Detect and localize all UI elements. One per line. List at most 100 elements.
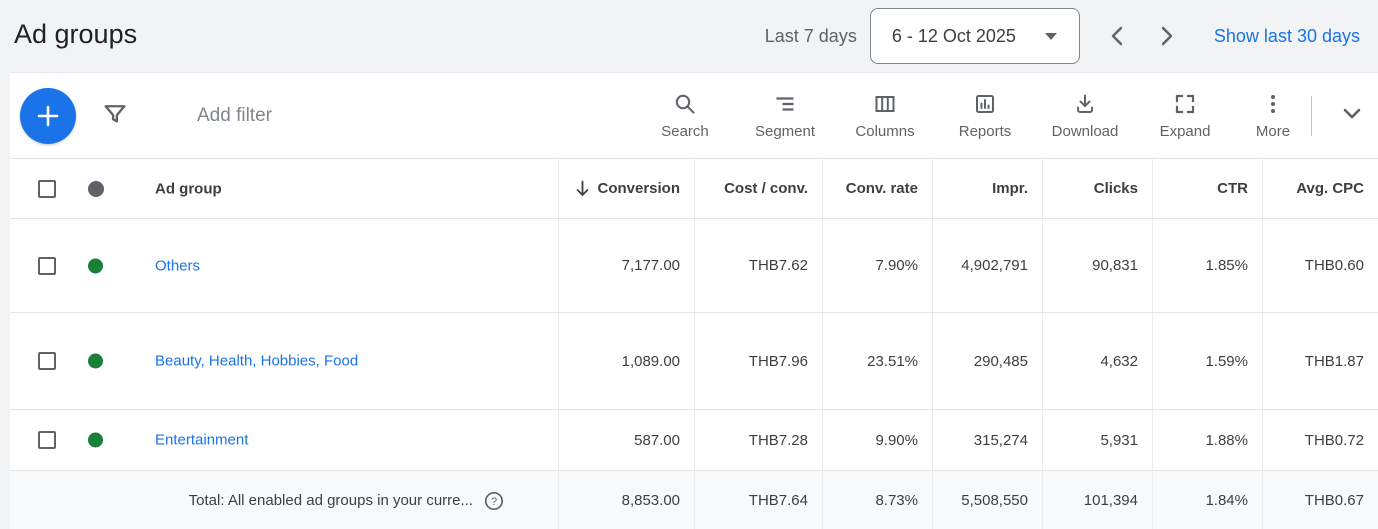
help-icon: ?	[484, 491, 504, 511]
status-enabled-dot[interactable]	[88, 258, 103, 273]
impr-cell: 315,274	[932, 410, 1042, 470]
expand-label: Expand	[1159, 122, 1211, 140]
total-row: Total: All enabled ad groups in your cur…	[10, 471, 1378, 529]
select-all-checkbox[interactable]	[38, 179, 56, 198]
ctr-cell: 1.88%	[1152, 410, 1262, 470]
column-header-ad-group[interactable]: Ad group	[155, 180, 222, 197]
total-conv-rate-cell: 8.73%	[822, 471, 932, 529]
toolbar-divider	[1311, 96, 1312, 136]
download-icon	[1073, 92, 1097, 116]
row-name-cell: Entertainment	[10, 410, 558, 470]
conversion-cell: 1,089.00	[558, 313, 694, 409]
dropdown-arrow-icon	[1044, 32, 1058, 41]
cost-per-conv-cell: THB7.28	[694, 410, 822, 470]
column-header-conversion-label: Conversion	[597, 180, 680, 197]
table-row: Others 7,177.00 THB7.62 7.90% 4,902,791 …	[10, 219, 1378, 313]
total-impr-cell: 5,508,550	[932, 471, 1042, 529]
reports-button[interactable]: Reports	[935, 92, 1035, 140]
page-title: Ad groups	[14, 19, 138, 49]
more-vert-icon	[1261, 92, 1285, 116]
ad-group-link[interactable]: Others	[155, 257, 201, 274]
ctr-cell: 1.85%	[1152, 219, 1262, 312]
clicks-cell: 5,931	[1042, 410, 1152, 470]
expand-button[interactable]: Expand	[1135, 92, 1235, 140]
more-button[interactable]: More	[1235, 92, 1311, 140]
search-label: Search	[661, 122, 709, 140]
column-header-conversion[interactable]: Conversion	[558, 159, 694, 218]
total-label: Total: All enabled ad groups in your cur…	[188, 492, 473, 509]
chevron-left-icon	[1106, 24, 1128, 48]
download-label: Download	[1051, 122, 1119, 140]
conv-rate-cell: 23.51%	[822, 313, 932, 409]
row-checkbox[interactable]	[38, 431, 56, 449]
more-label: More	[1255, 122, 1291, 140]
columns-label: Columns	[855, 122, 915, 140]
column-header-cost-per-conv[interactable]: Cost / conv.	[694, 159, 822, 218]
download-button[interactable]: Download	[1035, 92, 1135, 140]
avg-cpc-cell: THB0.60	[1262, 219, 1378, 312]
reports-icon	[973, 92, 997, 116]
table-row: Entertainment 587.00 THB7.28 9.90% 315,2…	[10, 410, 1378, 471]
reports-label: Reports	[958, 122, 1012, 140]
cost-per-conv-cell: THB7.96	[694, 313, 822, 409]
sort-descending-icon	[575, 180, 590, 197]
conversion-cell: 587.00	[558, 410, 694, 470]
period-label: Last 7 days	[764, 25, 857, 46]
row-name-cell: Beauty, Health, Hobbies, Food	[10, 313, 558, 409]
status-enabled-dot[interactable]	[88, 432, 103, 448]
total-avg-cpc-cell: THB0.67	[1262, 471, 1378, 529]
help-button[interactable]: ?	[484, 491, 504, 511]
chevron-right-icon	[1156, 24, 1178, 48]
ctr-cell: 1.59%	[1152, 313, 1262, 409]
add-filter-button[interactable]: Add filter	[197, 73, 272, 158]
conversion-cell: 7,177.00	[558, 219, 694, 312]
status-enabled-dot[interactable]	[88, 353, 103, 369]
toolbar-actions: Search Segment Columns Reports	[635, 73, 1311, 158]
filter-button[interactable]	[101, 101, 129, 129]
date-range-controls: Last 7 days 6 - 12 Oct 2025 Show last 30…	[765, 0, 1360, 72]
impr-cell: 4,902,791	[932, 219, 1042, 312]
clicks-cell: 4,632	[1042, 313, 1152, 409]
total-label-cell: Total: All enabled ad groups in your cur…	[10, 471, 558, 529]
column-header-ctr[interactable]: CTR	[1152, 159, 1262, 218]
previous-period-button[interactable]	[1104, 22, 1130, 50]
cost-per-conv-cell: THB7.62	[694, 219, 822, 312]
expand-icon	[1173, 92, 1197, 116]
status-column-icon[interactable]	[88, 180, 104, 197]
date-range-picker[interactable]: 6 - 12 Oct 2025	[869, 8, 1080, 64]
column-header-impr[interactable]: Impr.	[932, 159, 1042, 218]
avg-cpc-cell: THB0.72	[1262, 410, 1378, 470]
row-name-cell: Others	[10, 219, 558, 312]
row-checkbox[interactable]	[38, 256, 56, 275]
segment-button[interactable]: Segment	[735, 92, 835, 140]
total-conversion-cell: 8,853.00	[558, 471, 694, 529]
clicks-cell: 90,831	[1042, 219, 1152, 312]
collapse-table-button[interactable]	[1338, 99, 1366, 127]
ad-group-link[interactable]: Entertainment	[155, 431, 249, 449]
column-header-conv-rate[interactable]: Conv. rate	[822, 159, 932, 218]
ad-groups-table: Ad group Conversion Cost / conv. Conv. r…	[10, 158, 1378, 529]
add-ad-group-button[interactable]	[20, 88, 76, 144]
total-ctr-cell: 1.84%	[1152, 471, 1262, 529]
column-header-clicks[interactable]: Clicks	[1042, 159, 1152, 218]
avg-cpc-cell: THB1.87	[1262, 313, 1378, 409]
conv-rate-cell: 7.90%	[822, 219, 932, 312]
columns-button[interactable]: Columns	[835, 92, 935, 140]
conv-rate-cell: 9.90%	[822, 410, 932, 470]
impr-cell: 290,485	[932, 313, 1042, 409]
row-checkbox[interactable]	[38, 352, 56, 370]
total-clicks-cell: 101,394	[1042, 471, 1152, 529]
ad-group-link[interactable]: Beauty, Health, Hobbies, Food	[155, 352, 359, 370]
show-last-30-days-link[interactable]: Show last 30 days	[1213, 25, 1360, 46]
header-name-cell: Ad group	[10, 159, 558, 218]
ad-groups-table-card: Add filter Search Segment Columns	[10, 72, 1378, 529]
page-header: Ad groups Last 7 days 6 - 12 Oct 2025 Sh…	[0, 0, 1378, 72]
search-button[interactable]: Search	[635, 92, 735, 140]
columns-icon	[873, 92, 897, 116]
filter-funnel-icon	[101, 101, 129, 129]
column-header-avg-cpc[interactable]: Avg. CPC	[1262, 159, 1378, 218]
plus-icon	[35, 103, 61, 129]
table-header-row: Ad group Conversion Cost / conv. Conv. r…	[10, 158, 1378, 219]
next-period-button[interactable]	[1154, 22, 1180, 50]
chevron-down-icon	[1338, 99, 1366, 127]
